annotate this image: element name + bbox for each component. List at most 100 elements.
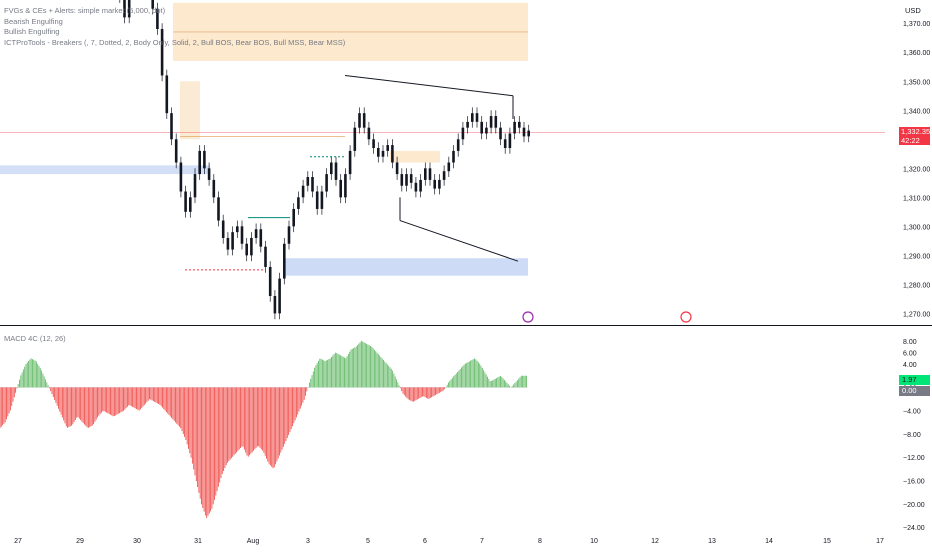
candle-body — [358, 113, 361, 128]
candle-body — [236, 226, 239, 233]
legend-bullish-engulfing[interactable]: Bullish Engulfing — [4, 27, 60, 36]
wedge-upper-trendline — [344, 74, 514, 97]
candle-body — [362, 113, 366, 128]
candle-body — [226, 237, 230, 250]
time-axis-label: 17 — [876, 538, 884, 545]
price-tick-label: 1,340.00 — [903, 108, 930, 115]
macd-tick-label: −24.00 — [903, 525, 925, 532]
candle-body — [123, 0, 126, 18]
event-icon-flag — [680, 311, 692, 323]
time-axis-label: 10 — [590, 538, 598, 545]
time-axis-label: 27 — [14, 538, 22, 545]
candle-body — [245, 243, 248, 256]
time-axis-label: 5 — [366, 538, 370, 545]
candle-body — [193, 174, 197, 198]
price-tick-label: 1,270.00 — [903, 311, 930, 318]
candle-body — [165, 75, 169, 114]
time-axis-label: Aug — [247, 538, 260, 545]
candle-body — [466, 121, 469, 128]
candle-body — [447, 162, 451, 172]
time-axis-label: 31 — [194, 538, 202, 545]
candle-body — [315, 191, 319, 209]
candle-body — [405, 174, 408, 186]
candle-body — [419, 179, 422, 192]
candle-body — [184, 191, 187, 212]
price-tick-label: 1,300.00 — [903, 224, 930, 231]
candle-body — [287, 226, 291, 244]
candle-body — [494, 116, 498, 128]
candle-body — [259, 229, 263, 247]
macd-tick-label: 4.00 — [903, 362, 917, 369]
candle-body — [348, 150, 352, 175]
macd-tick-label: −4.00 — [903, 409, 921, 416]
candle-body — [428, 168, 432, 180]
macd-tick-label: 6.00 — [903, 350, 917, 357]
candle-body — [503, 139, 507, 148]
fvg-zone-mid — [180, 81, 200, 140]
macd-tick-label: −20.00 — [903, 502, 925, 509]
time-axis-label: 29 — [76, 538, 84, 545]
candle-body — [311, 177, 314, 192]
candle-body — [400, 174, 404, 186]
price-tick-label: 1,290.00 — [903, 253, 930, 260]
candle-body — [268, 266, 272, 296]
time-axis-label: 30 — [133, 538, 141, 545]
legend-ict-breakers[interactable]: ICTProTools - Breakers (, 7, Dotted, 2, … — [4, 37, 346, 47]
candle-body — [273, 295, 277, 314]
candle-body — [198, 150, 201, 175]
candle-body — [522, 127, 526, 137]
candle-body — [174, 139, 178, 163]
macd-value-tag: 1.97 — [899, 375, 930, 385]
candle-body — [283, 243, 286, 279]
candle-body — [414, 182, 418, 192]
time-axis-label: 7 — [480, 538, 484, 545]
last-price-value: 1,332.35 — [901, 127, 931, 137]
currency-label[interactable]: USD — [905, 6, 921, 15]
candle-body — [461, 127, 465, 140]
price-tick-label: 1,320.00 — [903, 166, 930, 173]
legend-fvg[interactable]: FVGs & CEs + Alerts: simple market (5,00… — [4, 6, 166, 15]
candle-body — [381, 150, 385, 157]
candle-body — [386, 145, 389, 151]
candle-body — [127, 0, 131, 18]
candle-body — [297, 197, 300, 209]
price-tick-label: 1,280.00 — [903, 282, 930, 289]
candle-body — [475, 113, 479, 122]
price-tick-label: 1,350.00 — [903, 79, 930, 86]
candle-body — [330, 162, 333, 175]
candle-body — [513, 121, 516, 134]
fvg-zone-small — [390, 150, 440, 163]
time-axis-label: 13 — [708, 538, 716, 545]
candle-body — [339, 179, 342, 198]
candle-body — [189, 197, 192, 212]
candle-body — [170, 113, 173, 140]
price-tick-label: 1,310.00 — [903, 195, 930, 202]
time-axis-label: 6 — [423, 538, 427, 545]
wedge-lower-trendline — [399, 220, 519, 262]
candle-body — [325, 174, 328, 192]
candle-body — [160, 29, 164, 76]
time-axis-label: 8 — [538, 538, 542, 545]
candle-body — [207, 168, 211, 180]
time-axis-label: 12 — [651, 538, 659, 545]
candle-body — [320, 191, 324, 209]
candle-body — [344, 174, 347, 198]
bar-countdown: 42:22 — [901, 136, 920, 146]
candle-body — [372, 139, 375, 148]
macd-tick-label: −16.00 — [903, 479, 925, 486]
time-axis-label: 15 — [823, 538, 831, 545]
candle-body — [391, 145, 394, 163]
legend-bearish-engulfing[interactable]: Bearish Engulfing — [4, 16, 63, 26]
candle-body — [334, 162, 338, 180]
last-price-tag: 1,332.35 42:22 — [899, 127, 931, 146]
candle-body — [527, 130, 530, 137]
candle-body — [254, 229, 258, 238]
macd-legend[interactable]: MACD 4C (12, 26) — [4, 334, 66, 343]
candle-body — [442, 171, 446, 180]
price-tick-label: 1,360.00 — [903, 50, 930, 57]
candle-body — [221, 220, 225, 238]
time-axis-label: 14 — [765, 538, 773, 545]
candle-body — [250, 237, 253, 256]
